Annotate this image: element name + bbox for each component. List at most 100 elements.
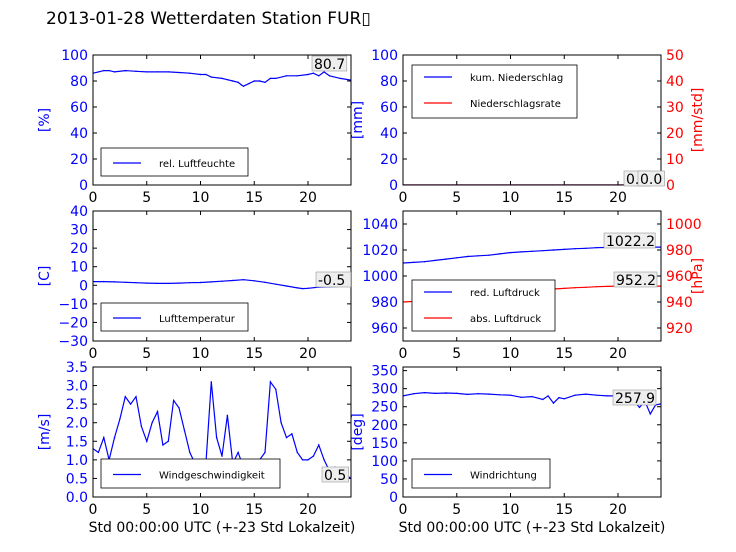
y-axis-label: [m/s]	[37, 414, 53, 451]
data-point	[488, 393, 490, 395]
data-point	[146, 440, 148, 442]
data-point	[167, 71, 169, 73]
x-tick-label: 5	[452, 502, 461, 518]
data-point	[301, 287, 304, 290]
data-point	[280, 422, 282, 424]
plot-frame	[92, 366, 352, 498]
x-tick-label: 15	[245, 190, 263, 206]
x-tick-label: 15	[245, 502, 263, 518]
x-tick-label: 20	[609, 346, 627, 362]
data-point	[162, 444, 164, 446]
data-point	[456, 392, 458, 395]
y-right-tick-label: 1000	[666, 217, 702, 233]
data-point	[119, 418, 121, 420]
data-point	[445, 392, 447, 394]
data-point	[509, 394, 512, 396]
value-annotation: 80.7	[314, 57, 345, 73]
chart-panel-4: 0 5 10 15 20 960 980 1000 1020 1040 920 940 960 980 10…	[362, 210, 706, 362]
y-tick-label: 20	[380, 152, 398, 168]
data-point	[413, 393, 415, 395]
data-point	[434, 392, 436, 395]
plot-frame	[402, 54, 662, 186]
data-point	[135, 70, 137, 72]
y-tick-label: 80	[380, 74, 398, 90]
data-point	[232, 279, 234, 282]
data-point	[253, 280, 255, 282]
x-tick-label: 5	[452, 346, 461, 362]
data-point	[445, 258, 447, 260]
value-annotation-box	[311, 55, 348, 72]
x-tick-label: 15	[245, 346, 263, 362]
plot-frame	[402, 366, 662, 498]
data-point	[103, 69, 105, 72]
y-tick-label: 50	[380, 472, 398, 488]
y-tick-label: 3.5	[66, 360, 88, 376]
legend-box	[100, 302, 249, 332]
x-tick-label: 0	[89, 190, 98, 206]
y-tick-label: 2.5	[66, 397, 88, 413]
y-tick-label: 350	[371, 364, 398, 380]
data-point	[296, 75, 298, 77]
data-point	[113, 436, 116, 439]
data-point	[585, 247, 587, 250]
data-point	[210, 381, 212, 383]
series-group	[93, 69, 351, 87]
y-tick-label: 200	[371, 418, 398, 434]
data-point	[135, 281, 137, 284]
x-tick-label: 5	[142, 502, 151, 518]
data-point	[269, 381, 272, 383]
data-point	[135, 396, 137, 398]
x-tick-label: 10	[502, 502, 520, 518]
data-point	[167, 282, 169, 285]
x-tick-label: 0	[399, 346, 408, 362]
legend-label: rel. Luftfeuchte	[159, 159, 235, 170]
y-tick-label: 960	[371, 321, 398, 337]
data-point	[189, 451, 191, 454]
legend-box	[100, 458, 281, 489]
y-right-axis-label: [hPa]	[690, 258, 706, 294]
y-tick-label: 100	[61, 48, 88, 64]
x-tick-label: 0	[89, 502, 98, 518]
data-point	[574, 394, 576, 396]
legend-label: abs. Luftdruck	[470, 314, 541, 325]
data-point	[275, 283, 277, 285]
x-tick-label: 15	[555, 190, 573, 206]
data-point	[595, 285, 598, 288]
data-point	[237, 81, 239, 84]
data-point	[248, 82, 250, 85]
data-point	[499, 394, 501, 396]
data-point	[574, 248, 576, 250]
y-tick-label: 60	[380, 100, 398, 116]
data-point	[156, 282, 159, 285]
data-point	[221, 455, 223, 457]
data-point	[156, 410, 159, 413]
y-axis-label: [deg]	[350, 413, 366, 450]
y-right-tick-label: 10	[666, 152, 684, 168]
data-point	[146, 71, 148, 73]
legend-box	[411, 279, 556, 332]
y-tick-label: 80	[70, 74, 88, 90]
data-point	[178, 71, 180, 74]
y-tick-label: 10	[70, 260, 88, 276]
data-point	[210, 76, 212, 78]
data-point	[585, 393, 587, 395]
data-point	[285, 285, 288, 287]
data-point	[307, 459, 309, 461]
y-tick-label: −10	[58, 297, 88, 313]
x-tick-label: 5	[452, 190, 461, 206]
data-point	[242, 85, 245, 87]
x-tick-label: 10	[502, 346, 520, 362]
data-point	[210, 281, 212, 283]
data-point	[124, 281, 126, 284]
data-point	[103, 280, 105, 283]
data-point	[466, 255, 469, 258]
y-right-tick-label: 30	[666, 100, 684, 116]
data-point	[563, 398, 565, 400]
y-tick-label: 1.5	[66, 434, 88, 450]
data-point	[103, 436, 105, 439]
data-point	[434, 259, 436, 262]
data-point	[285, 75, 288, 77]
page-title: 2013-01-28 Wetterdaten Station FUR▯	[46, 9, 371, 29]
data-point	[240, 84, 243, 86]
